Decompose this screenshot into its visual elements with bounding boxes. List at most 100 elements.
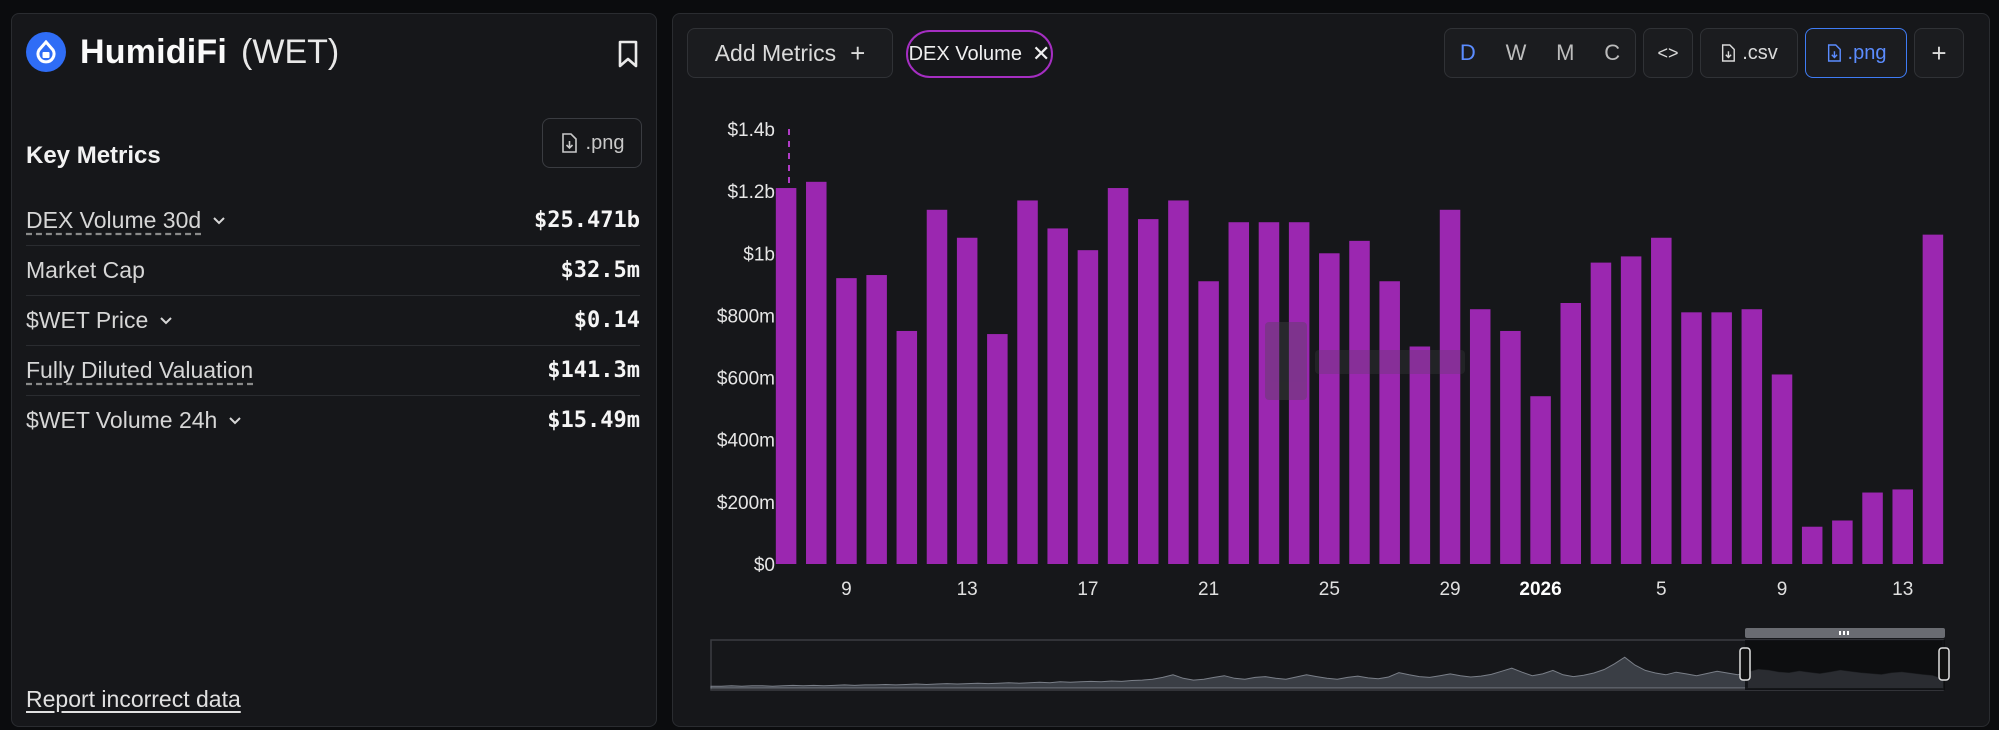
x-tick-label: 2026 [1519, 579, 1561, 600]
metric-row-wet-price[interactable]: $WET Price $0.14 [26, 296, 640, 346]
bar[interactable] [1771, 374, 1793, 564]
scrollbar-grip-icon [1839, 631, 1849, 635]
bar[interactable] [1077, 250, 1099, 564]
x-tick-label: 29 [1439, 579, 1460, 600]
chevron-down-icon[interactable] [227, 415, 243, 427]
metric-row-dex-volume-30d[interactable]: DEX Volume 30d $25.471b [26, 196, 640, 246]
add-metrics-button[interactable]: Add Metrics + [687, 28, 893, 78]
bar[interactable] [1198, 281, 1219, 564]
metric-label: Fully Diluted Valuation [26, 357, 254, 383]
csv-export-button[interactable]: .csv [1700, 28, 1798, 78]
project-header: HumidiFi (WET) [26, 32, 339, 72]
chevron-down-icon[interactable] [211, 215, 227, 227]
metric-label: Market Cap [26, 257, 145, 283]
metric-row-fully-diluted-valuation: Fully Diluted Valuation $141.3m [26, 346, 640, 396]
bar[interactable] [1500, 330, 1521, 564]
bar[interactable] [1288, 222, 1310, 564]
bar[interactable] [1379, 281, 1400, 564]
more-options-button[interactable]: + [1914, 28, 1964, 78]
overview-left-handle[interactable] [1739, 647, 1751, 681]
bar[interactable] [956, 237, 978, 564]
period-month-button[interactable]: M [1556, 40, 1575, 65]
overview-right-handle[interactable] [1938, 647, 1950, 681]
code-icon: <> [1657, 42, 1679, 63]
bar[interactable] [1681, 312, 1702, 564]
bar[interactable] [1832, 520, 1853, 565]
report-incorrect-data-link[interactable]: Report incorrect data [26, 686, 241, 712]
artemis-watermark [1265, 322, 1465, 400]
png-label: .png [1847, 41, 1887, 64]
bars [775, 181, 1944, 565]
bar[interactable] [1590, 262, 1612, 564]
csv-label: .csv [1742, 41, 1778, 64]
metric-value: $0.14 [573, 308, 640, 333]
y-tick-label: $1b [743, 244, 775, 265]
y-tick-label: $1.2b [727, 182, 775, 203]
bar[interactable] [1530, 396, 1551, 564]
bar[interactable] [1651, 237, 1672, 564]
bar[interactable] [1741, 309, 1763, 564]
download-file-icon [1827, 44, 1841, 62]
metric-row-wet-volume-24h[interactable]: $WET Volume 24h $15.49m [26, 396, 640, 445]
bar[interactable] [987, 334, 1008, 564]
dex-volume-bar-chart[interactable]: $0 $200m $400m $600m $800m $1b $1.2b $1.4b 9 13 1… [673, 14, 1989, 726]
x-tick-label: 9 [841, 579, 852, 600]
bar[interactable] [1047, 228, 1068, 564]
bookmark-icon[interactable] [614, 38, 642, 70]
chevron-down-icon[interactable] [158, 315, 174, 327]
bar[interactable] [1228, 222, 1250, 564]
key-metrics-png-export-button[interactable]: .png [542, 118, 642, 168]
bar[interactable] [1319, 253, 1340, 565]
bar[interactable] [1560, 303, 1582, 564]
metric-label: DEX Volume 30d [26, 207, 227, 234]
bar[interactable] [1017, 200, 1038, 564]
humidifi-logo-icon [26, 32, 66, 72]
bar[interactable] [806, 181, 827, 565]
x-tick-label: 21 [1198, 579, 1219, 600]
y-tick-label: $0 [754, 555, 775, 576]
bar[interactable] [1862, 492, 1883, 564]
bar[interactable] [1409, 346, 1431, 565]
bar[interactable] [1469, 309, 1491, 564]
bar[interactable] [1107, 188, 1129, 565]
bar[interactable] [1137, 219, 1159, 564]
bar[interactable] [836, 278, 857, 564]
embed-code-button[interactable]: <> [1643, 28, 1693, 78]
bar[interactable] [866, 275, 887, 564]
bar[interactable] [1892, 489, 1913, 564]
metric-label: $WET Volume 24h [26, 407, 243, 434]
bar[interactable] [1620, 256, 1642, 564]
bar[interactable] [1349, 240, 1370, 564]
metric-value: $141.3m [547, 358, 640, 383]
bar[interactable] [775, 188, 797, 565]
bar[interactable] [1922, 234, 1944, 564]
x-tick-label: 25 [1319, 579, 1340, 600]
metric-row-market-cap: Market Cap $32.5m [26, 246, 640, 296]
y-tick-label: $800m [717, 306, 775, 327]
y-tick-label: $600m [717, 369, 775, 390]
x-tick-label: 9 [1777, 579, 1788, 600]
dex-volume-metric-chip[interactable]: DEX Volume ✕ [906, 30, 1053, 78]
x-axis: 9 13 17 21 25 29 2026 5 9 13 [841, 579, 1913, 600]
plus-icon: + [850, 37, 866, 68]
bar[interactable] [1168, 200, 1189, 564]
y-tick-label: $200m [717, 493, 775, 514]
bar[interactable] [1801, 526, 1823, 564]
period-cumulative-button[interactable]: C [1604, 40, 1621, 65]
x-tick-label: 5 [1656, 579, 1667, 600]
period-week-button[interactable]: W [1505, 40, 1527, 65]
close-icon[interactable]: ✕ [1031, 41, 1051, 66]
x-tick-label: 13 [957, 579, 978, 600]
y-tick-label: $1.4b [727, 120, 775, 141]
png-export-button[interactable]: .png [1805, 28, 1907, 78]
bar[interactable] [896, 330, 918, 564]
range-overview-navigator[interactable] [710, 628, 1950, 691]
bar[interactable] [1711, 312, 1732, 564]
bar[interactable] [926, 209, 948, 565]
period-day-button[interactable]: D [1459, 40, 1476, 65]
metric-value: $32.5m [560, 258, 640, 283]
y-axis: $0 $200m $400m $600m $800m $1b $1.2b $1.4b [717, 120, 775, 576]
bar[interactable] [1439, 209, 1461, 565]
chart-panel: Add Metrics + DEX Volume ✕ D W M C <> .c… [672, 13, 1990, 727]
bar[interactable] [1258, 222, 1280, 564]
